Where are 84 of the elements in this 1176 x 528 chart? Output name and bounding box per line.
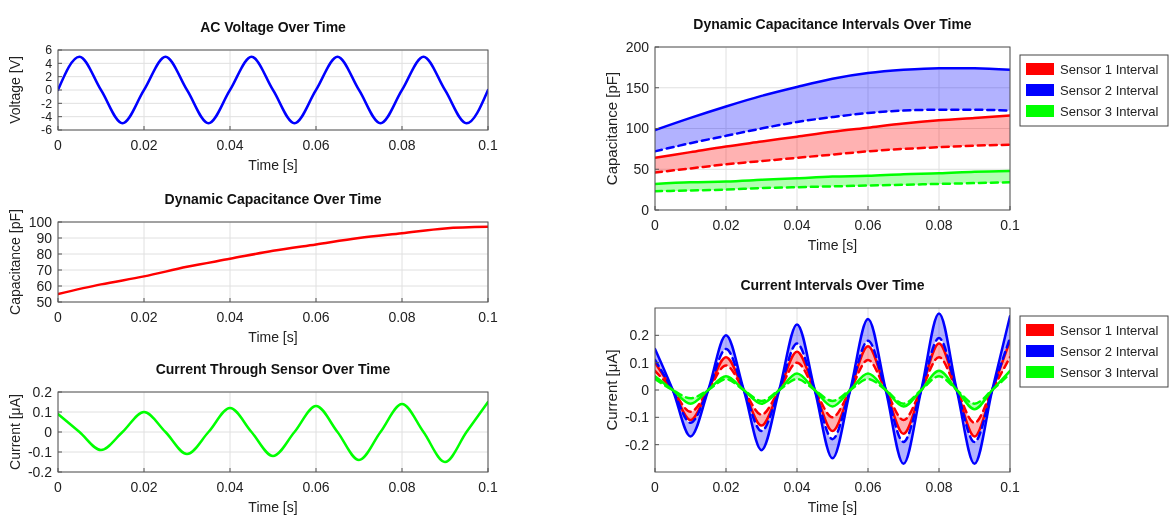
y-tick-label: 100: [28, 213, 53, 230]
y-tick-label: 0: [45, 83, 53, 98]
y-tick-label: 0.1: [629, 354, 650, 371]
x-tick-label: 0.08: [388, 137, 416, 153]
y-tick-label: 100: [625, 120, 650, 137]
line-series: [58, 225, 488, 296]
x-tick-label: 0.02: [130, 309, 158, 325]
x-tick-label: 0.1: [478, 479, 498, 495]
legend-label: Sensor 2 Interval: [1060, 343, 1159, 359]
y-tick-label: -0.1: [624, 409, 650, 426]
line-series: [655, 108, 1010, 153]
x-tick-label: 0.1: [1000, 479, 1020, 495]
x-tick-label: 0.04: [783, 479, 811, 495]
y-tick-label: 0.2: [629, 327, 650, 344]
y-axis-title: Voltage [V]: [7, 56, 23, 124]
chart-title: Current Through Sensor Over Time: [155, 361, 391, 377]
y-tick-label: -0.1: [27, 443, 53, 460]
x-tick-label: 0.02: [712, 217, 740, 233]
y-axis-title: Current [μA]: [603, 349, 620, 431]
x-tick-label: 0.08: [925, 479, 953, 495]
chart-title: Dynamic Capacitance Intervals Over Time: [693, 16, 972, 32]
chart-title: Dynamic Capacitance Over Time: [164, 191, 382, 207]
line-series: [655, 169, 1010, 186]
y-tick-label: 2: [45, 69, 53, 84]
x-tick-label: 0.04: [783, 217, 811, 233]
y-axis-title: Capacitance [pF]: [7, 209, 23, 315]
y-tick-label: 4: [45, 56, 53, 71]
x-tick-label: 0.08: [388, 309, 416, 325]
x-tick-label: 0.06: [854, 479, 882, 495]
x-axis-title: Time [s]: [248, 499, 298, 515]
x-tick-label: 0.06: [854, 217, 882, 233]
x-axis-title: Time [s]: [807, 237, 858, 253]
x-tick-label: 0: [651, 217, 660, 233]
legend-label: Sensor 2 Interval: [1060, 82, 1159, 98]
x-tick-label: 0.1: [478, 137, 498, 153]
y-tick-label: 50: [633, 161, 650, 178]
x-tick-label: 0.06: [302, 479, 330, 495]
y-axis-title: Capacitance [pF]: [603, 71, 620, 186]
y-tick-label: 0: [641, 201, 650, 218]
y-tick-label: 150: [625, 79, 650, 96]
y-tick-label: 60: [36, 277, 53, 294]
y-axis-title: Current [μA]: [7, 394, 23, 470]
line-series: [655, 66, 1010, 132]
y-tick-label: 6: [45, 43, 53, 58]
y-tick-label: 0: [44, 423, 53, 440]
x-axis-title: Time [s]: [807, 499, 858, 515]
x-tick-label: 0.08: [925, 217, 953, 233]
y-tick-label: -4: [41, 109, 53, 124]
legend-label: Sensor 3 Interval: [1060, 364, 1159, 380]
line-series: [655, 143, 1010, 174]
x-tick-label: 0: [651, 479, 660, 495]
y-tick-label: 70: [36, 261, 53, 278]
y-tick-label: 90: [36, 229, 53, 246]
legend-label: Sensor 1 Interval: [1060, 322, 1159, 338]
y-tick-label: 0: [641, 381, 650, 398]
x-tick-label: 0.04: [216, 309, 244, 325]
x-tick-label: 0.02: [130, 479, 158, 495]
line-series: [58, 400, 488, 464]
y-tick-label: 50: [36, 293, 53, 310]
y-tick-label: 0.1: [32, 403, 53, 420]
x-tick-label: 0.02: [712, 479, 740, 495]
x-tick-label: 0.02: [130, 137, 158, 153]
x-tick-label: 0.1: [1000, 217, 1020, 233]
x-axis-title: Time [s]: [248, 157, 298, 173]
y-tick-label: -0.2: [624, 436, 650, 453]
y-tick-label: -6: [41, 123, 53, 138]
chart-title: Current Intervals Over Time: [740, 277, 925, 293]
x-tick-label: 0.06: [302, 137, 330, 153]
legend-label: Sensor 3 Interval: [1060, 103, 1159, 119]
x-tick-label: 0.1: [478, 309, 498, 325]
x-tick-label: 0.08: [388, 479, 416, 495]
legend-label: Sensor 1 Interval: [1060, 61, 1159, 77]
x-tick-label: 0.04: [216, 479, 244, 495]
y-tick-label: 80: [36, 245, 53, 262]
x-axis-title: Time [s]: [248, 329, 298, 345]
line-series: [655, 181, 1010, 193]
y-tick-label: 0.2: [32, 383, 53, 400]
y-tick-label: -2: [41, 96, 53, 111]
x-tick-label: 0.04: [216, 137, 244, 153]
x-tick-label: 0.06: [302, 309, 330, 325]
line-series: [655, 114, 1010, 160]
chart-title: AC Voltage Over Time: [200, 19, 347, 35]
y-tick-label: -0.2: [27, 463, 53, 480]
y-tick-label: 200: [625, 38, 650, 55]
